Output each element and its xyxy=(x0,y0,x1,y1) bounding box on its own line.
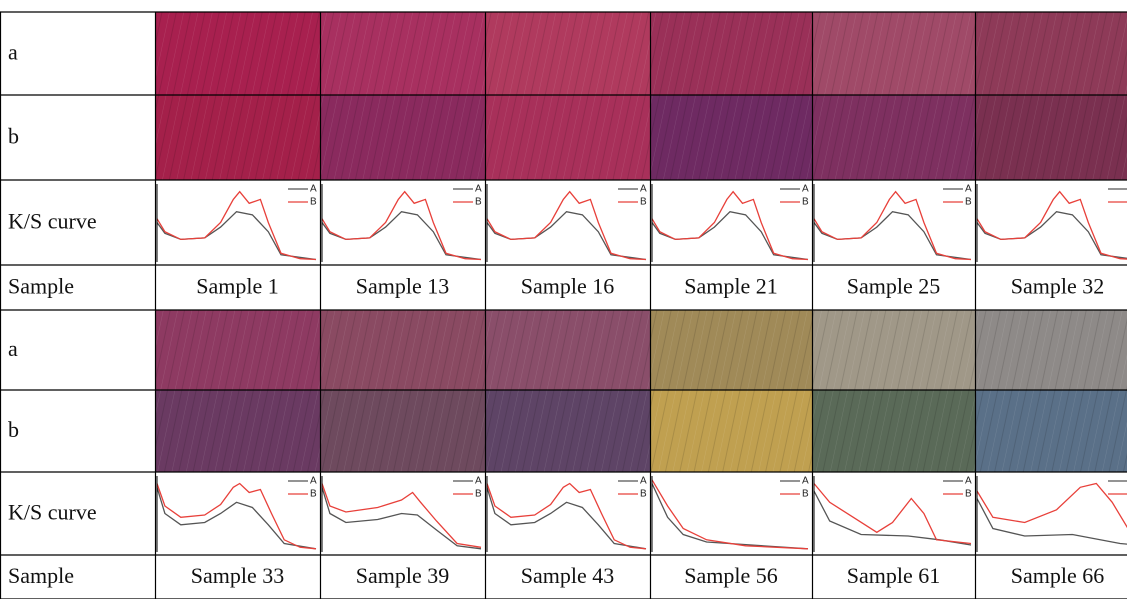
ks-curve-b xyxy=(157,484,316,549)
ks-curve-b xyxy=(322,484,481,548)
fabric-texture xyxy=(975,12,1127,95)
row-label: b xyxy=(8,417,19,442)
sample-name: Sample 21 xyxy=(684,274,778,299)
legend-label: B xyxy=(802,197,809,208)
fabric-texture xyxy=(812,12,975,95)
legend-label: A xyxy=(802,476,809,487)
ks-curve-b xyxy=(487,484,646,549)
legend-label: B xyxy=(310,489,317,500)
legend-label: A xyxy=(310,476,317,487)
fabric-texture xyxy=(320,390,485,472)
legend-label: B xyxy=(310,197,317,208)
ks-curve-a xyxy=(814,491,971,545)
row-label: a xyxy=(8,40,18,65)
ks-curve-a xyxy=(322,212,481,260)
fabric-texture xyxy=(485,310,650,390)
sample-name: Sample 33 xyxy=(191,563,285,588)
row-label: K/S curve xyxy=(8,500,97,525)
fabric-texture xyxy=(485,95,650,180)
sample-name: Sample 39 xyxy=(356,563,450,588)
fabric-texture xyxy=(812,390,975,472)
row-label: Sample xyxy=(8,563,74,588)
fabric-texture xyxy=(155,12,320,95)
ks-curve-a xyxy=(157,212,316,260)
sample-name: Sample 16 xyxy=(521,274,615,299)
ks-curve-b xyxy=(977,484,1127,531)
ks-curve-a xyxy=(322,487,481,549)
legend-label: B xyxy=(640,489,647,500)
fabric-texture xyxy=(155,390,320,472)
fabric-texture xyxy=(975,95,1127,180)
fabric-texture xyxy=(975,390,1127,472)
sample-name: Sample 13 xyxy=(356,274,450,299)
legend-label: B xyxy=(965,489,972,500)
fabric-texture xyxy=(650,95,812,180)
ks-curve-a xyxy=(487,212,646,260)
legend-label: B xyxy=(802,489,809,500)
sample-name: Sample 25 xyxy=(847,274,941,299)
ks-curve-b xyxy=(977,192,1127,260)
fabric-texture xyxy=(650,12,812,95)
legend-label: A xyxy=(965,184,972,195)
sample-name: Sample 1 xyxy=(196,274,279,299)
sample-name: Sample 43 xyxy=(521,563,615,588)
sample-name: Sample 61 xyxy=(847,563,941,588)
ks-curve-a xyxy=(977,499,1127,546)
sample-name: Sample 56 xyxy=(684,563,778,588)
legend-label: B xyxy=(475,489,482,500)
legend-label: B xyxy=(475,197,482,208)
fabric-texture xyxy=(812,95,975,180)
legend-label: A xyxy=(640,476,647,487)
fabric-texture xyxy=(320,12,485,95)
legend-label: A xyxy=(310,184,317,195)
sample-name: Sample 66 xyxy=(1011,563,1105,588)
sample-table: abK/S curveSampleABSample 1ABSample 13AB… xyxy=(0,0,1127,599)
fabric-texture xyxy=(485,390,650,472)
ks-curve-a xyxy=(157,487,316,549)
legend-label: A xyxy=(475,476,482,487)
fabric-texture xyxy=(320,310,485,390)
fabric-texture xyxy=(485,12,650,95)
legend-label: A xyxy=(965,476,972,487)
legend-label: B xyxy=(640,197,647,208)
ks-curve-a xyxy=(814,212,971,260)
ks-curve-a xyxy=(487,487,646,549)
row-label: K/S curve xyxy=(8,209,97,234)
row-label: Sample xyxy=(8,274,74,299)
fabric-texture xyxy=(975,310,1127,390)
fabric-texture xyxy=(320,95,485,180)
fabric-texture xyxy=(650,390,812,472)
fabric-texture xyxy=(155,310,320,390)
ks-curve-a xyxy=(977,212,1127,260)
legend-label: A xyxy=(475,184,482,195)
fabric-texture xyxy=(155,95,320,180)
ks-curve-b xyxy=(814,484,971,544)
ks-curve-a xyxy=(652,212,808,260)
legend-label: B xyxy=(965,197,972,208)
fabric-texture xyxy=(650,310,812,390)
legend-label: A xyxy=(802,184,809,195)
row-label: a xyxy=(8,336,18,361)
row-label: b xyxy=(8,124,19,149)
fabric-texture xyxy=(812,310,975,390)
legend-label: A xyxy=(640,184,647,195)
ks-curve-b xyxy=(652,480,808,549)
sample-name: Sample 32 xyxy=(1011,274,1105,299)
